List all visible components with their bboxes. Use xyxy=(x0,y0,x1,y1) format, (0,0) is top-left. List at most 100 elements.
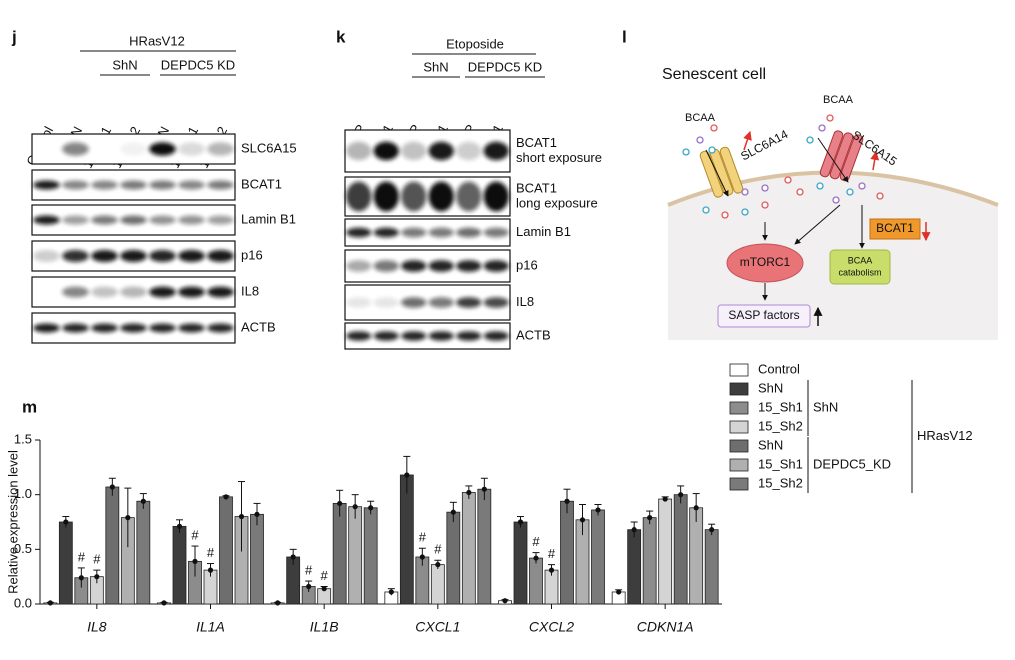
band xyxy=(456,141,482,161)
bar xyxy=(58,521,73,605)
band xyxy=(483,297,509,308)
data-point xyxy=(678,492,684,498)
band xyxy=(178,215,205,225)
bar xyxy=(136,500,151,605)
header: HRasV12 xyxy=(129,33,185,48)
band xyxy=(428,260,454,272)
legend-swatch xyxy=(729,382,749,396)
band xyxy=(149,323,176,333)
annotation: # xyxy=(93,552,101,567)
header: Etoposide xyxy=(446,36,504,51)
band xyxy=(120,323,147,333)
band xyxy=(149,142,176,156)
data-point xyxy=(352,504,358,510)
row-label: p16 xyxy=(516,257,538,272)
band xyxy=(483,181,509,212)
node-label: SASP factors xyxy=(728,308,799,322)
band xyxy=(62,215,89,225)
data-point xyxy=(466,489,472,496)
band xyxy=(456,181,482,212)
data-point xyxy=(207,567,214,573)
legend-label: 15_Sh1 xyxy=(758,399,803,414)
bar xyxy=(591,509,605,605)
band xyxy=(373,141,399,161)
node-label: BCAA xyxy=(823,94,854,106)
data-point xyxy=(517,519,524,525)
annotation: # xyxy=(305,562,313,577)
band xyxy=(178,142,205,156)
bar xyxy=(529,557,543,605)
row-label: p16 xyxy=(241,247,263,262)
x-tick-label: CXCL2 xyxy=(529,619,574,635)
band xyxy=(428,297,454,308)
hub-node xyxy=(726,243,804,283)
band xyxy=(207,286,234,298)
x-tick-label: IL1B xyxy=(310,619,339,635)
legend-swatch xyxy=(729,439,749,453)
band xyxy=(401,331,427,341)
band xyxy=(207,142,234,156)
data-point xyxy=(337,500,343,507)
node-label: mTORC1 xyxy=(740,255,791,269)
band xyxy=(456,227,482,238)
band xyxy=(149,286,176,298)
band xyxy=(178,286,205,298)
data-point xyxy=(192,558,198,564)
data-point xyxy=(450,509,456,515)
panel-label: k xyxy=(336,27,346,46)
band xyxy=(483,227,509,238)
panel-label: m xyxy=(22,397,37,416)
panel-label: j xyxy=(11,27,17,46)
y-tick-label: 1.0 xyxy=(14,486,32,501)
data-point xyxy=(368,505,374,511)
data-point xyxy=(631,527,637,533)
band xyxy=(62,180,89,190)
band xyxy=(120,250,147,262)
row-label: ACTB xyxy=(516,327,551,342)
data-point xyxy=(254,511,260,517)
data-point xyxy=(321,586,327,592)
data-point xyxy=(693,505,699,511)
legend-label: ShN xyxy=(758,380,783,395)
cell-diagram xyxy=(667,114,999,340)
band xyxy=(207,323,234,333)
band xyxy=(346,260,372,272)
annotation: # xyxy=(532,534,540,549)
band xyxy=(401,297,427,308)
band xyxy=(483,331,509,341)
band xyxy=(373,297,399,308)
bar xyxy=(219,496,233,605)
band xyxy=(428,331,454,341)
data-point xyxy=(709,527,715,533)
x-tick-label: CXCL1 xyxy=(415,619,460,635)
bar xyxy=(348,506,363,605)
bar xyxy=(172,525,187,605)
band xyxy=(91,215,118,225)
data-point xyxy=(94,574,100,580)
band xyxy=(346,181,372,212)
bar xyxy=(658,498,673,605)
band xyxy=(456,260,482,272)
y-tick-label: 0.0 xyxy=(14,595,32,610)
band xyxy=(33,215,60,225)
data-point xyxy=(647,515,653,521)
subheader: DEPDC5 KD xyxy=(161,57,235,72)
row-label: IL8 xyxy=(516,294,534,309)
data-point xyxy=(238,513,245,520)
annotation: # xyxy=(321,568,329,583)
legend-group-label: ShN xyxy=(813,399,838,414)
data-point xyxy=(275,600,281,606)
data-point xyxy=(404,472,410,478)
legend-label: 15_Sh1 xyxy=(758,456,803,471)
subheader: DEPDC5 KD xyxy=(468,59,542,74)
band xyxy=(91,250,118,262)
band xyxy=(149,215,176,225)
transporter-left xyxy=(699,146,744,198)
band xyxy=(33,250,60,262)
legend-swatch xyxy=(729,420,749,434)
blot-box xyxy=(344,218,511,247)
band xyxy=(346,227,372,238)
x-tick-label: IL1A xyxy=(196,619,225,635)
diagram-title: Senescent cell xyxy=(662,66,766,83)
